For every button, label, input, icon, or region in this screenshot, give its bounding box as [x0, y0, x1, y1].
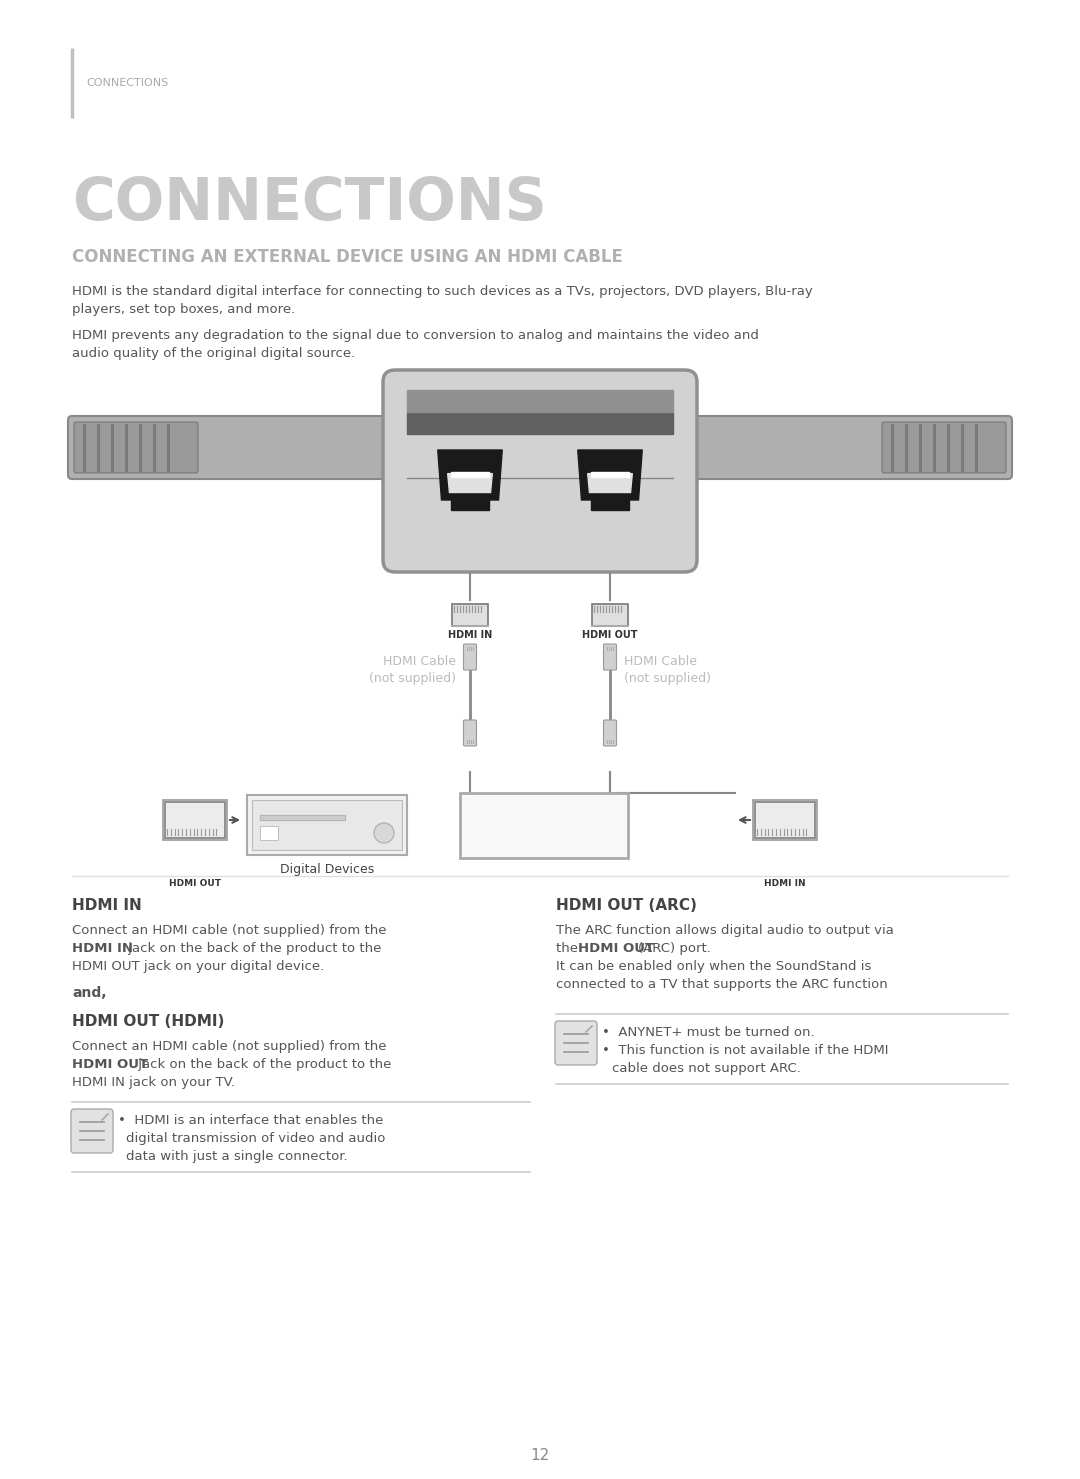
Bar [453, 603, 488, 626]
Bar [753, 800, 816, 840]
Text: HDMI IN: HDMI IN [765, 879, 806, 887]
Polygon shape [450, 500, 489, 510]
Text: audio quality of the original digital source.: audio quality of the original digital so… [72, 348, 355, 359]
Bar [460, 793, 627, 858]
Text: cable does not support ARC.: cable does not support ARC. [612, 1062, 801, 1075]
Text: CONNECTIONS: CONNECTIONS [72, 175, 546, 232]
FancyBboxPatch shape [604, 720, 617, 745]
Text: data with just a single connector.: data with just a single connector. [126, 1151, 348, 1162]
Text: TV: TV [522, 806, 566, 836]
Text: HDMI Cable: HDMI Cable [624, 655, 697, 669]
Text: •  HDMI is an interface that enables the: • HDMI is an interface that enables the [118, 1114, 383, 1127]
Polygon shape [588, 473, 632, 493]
Bar [407, 413, 673, 433]
Text: (not supplied): (not supplied) [369, 671, 456, 685]
Text: •  ANYNET+ must be turned on.: • ANYNET+ must be turned on. [602, 1026, 814, 1040]
Text: •  This function is not available if the HDMI: • This function is not available if the … [602, 1044, 889, 1057]
Text: HDMI Cable: HDMI Cable [383, 655, 456, 669]
Text: CONNECTIONS: CONNECTIONS [86, 78, 168, 87]
Text: HDMI OUT: HDMI OUT [72, 1057, 148, 1071]
FancyBboxPatch shape [383, 370, 697, 572]
Text: HDMI  IN: HDMI IN [447, 538, 492, 549]
Text: (ARC) port.: (ARC) port. [638, 942, 711, 955]
Polygon shape [578, 450, 643, 500]
FancyBboxPatch shape [463, 720, 476, 745]
Text: It can be enabled only when the SoundStand is: It can be enabled only when the SoundSta… [556, 960, 872, 973]
Text: and,: and, [72, 986, 107, 1000]
Text: HDMI IN: HDMI IN [72, 942, 133, 955]
Text: jack on the back of the product to the: jack on the back of the product to the [134, 1057, 391, 1071]
Text: HDMI IN jack on your TV.: HDMI IN jack on your TV. [72, 1077, 235, 1089]
Bar [252, 800, 402, 850]
Polygon shape [450, 472, 489, 476]
Text: HDMI prevents any degradation to the signal due to conversion to analog and main: HDMI prevents any degradation to the sig… [72, 328, 759, 342]
Text: Digital Devices: Digital Devices [280, 864, 374, 876]
Text: Connect an HDMI cable (not supplied) from the: Connect an HDMI cable (not supplied) fro… [72, 924, 387, 938]
FancyBboxPatch shape [555, 1021, 597, 1065]
Text: 12: 12 [530, 1448, 550, 1463]
Bar [755, 802, 815, 839]
Circle shape [374, 822, 394, 843]
Text: The ARC function allows digital audio to output via: The ARC function allows digital audio to… [556, 924, 894, 938]
Text: jack on the back of the product to the: jack on the back of the product to the [124, 942, 381, 955]
Text: HDMI IN: HDMI IN [448, 630, 492, 640]
Text: HDMI IN: HDMI IN [72, 898, 141, 913]
FancyBboxPatch shape [882, 422, 1005, 473]
Text: HDMI is the standard digital interface for connecting to such devices as a TVs, : HDMI is the standard digital interface f… [72, 285, 813, 297]
FancyBboxPatch shape [604, 643, 617, 670]
Bar [247, 796, 407, 855]
Bar [260, 815, 345, 819]
Text: connected to a TV that supports the ARC function: connected to a TV that supports the ARC … [556, 978, 888, 991]
Polygon shape [591, 500, 630, 510]
Bar [260, 815, 345, 819]
Text: digital transmission of video and audio: digital transmission of video and audio [126, 1131, 386, 1145]
Text: HDMI OUT (HDMI): HDMI OUT (HDMI) [72, 1015, 225, 1029]
Text: HDMI OUT: HDMI OUT [582, 630, 638, 640]
FancyBboxPatch shape [71, 1109, 113, 1154]
Text: HDMI OUT (ARC): HDMI OUT (ARC) [556, 898, 697, 913]
Text: CONNECTING AN EXTERNAL DEVICE USING AN HDMI CABLE: CONNECTING AN EXTERNAL DEVICE USING AN H… [72, 248, 623, 266]
Text: Connect an HDMI cable (not supplied) from the: Connect an HDMI cable (not supplied) fro… [72, 1040, 387, 1053]
Bar [592, 603, 627, 626]
Polygon shape [437, 450, 502, 500]
Bar [260, 825, 278, 840]
Text: HDMI  OUT: HDMI OUT [582, 538, 638, 549]
Text: HDMI OUT: HDMI OUT [168, 879, 221, 887]
FancyBboxPatch shape [463, 643, 476, 670]
FancyBboxPatch shape [68, 416, 1012, 479]
Polygon shape [591, 472, 630, 476]
Text: the: the [556, 942, 582, 955]
Text: HDMI OUT jack on your digital device.: HDMI OUT jack on your digital device. [72, 960, 324, 973]
Bar [165, 802, 225, 839]
Text: HDMI OUT: HDMI OUT [578, 942, 654, 955]
Polygon shape [448, 473, 492, 493]
FancyBboxPatch shape [75, 422, 198, 473]
Text: players, set top boxes, and more.: players, set top boxes, and more. [72, 303, 295, 317]
Bar [407, 390, 673, 413]
Bar [163, 800, 227, 840]
Text: (not supplied): (not supplied) [624, 671, 711, 685]
